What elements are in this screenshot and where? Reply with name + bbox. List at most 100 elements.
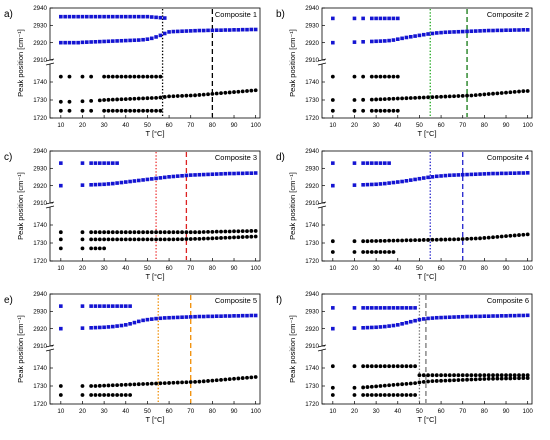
data-point [447, 30, 452, 34]
data-point [352, 74, 357, 79]
data-point [162, 16, 167, 20]
data-point [447, 315, 452, 320]
data-point [525, 171, 530, 175]
panel-letter: e) [4, 295, 13, 306]
data-point [378, 16, 383, 21]
data-point [201, 379, 206, 384]
data-point [352, 250, 357, 254]
data-point [452, 373, 456, 378]
data-point [206, 314, 210, 319]
data-point [67, 99, 72, 104]
data-point [482, 373, 487, 378]
data-point [369, 250, 374, 254]
data-point [395, 393, 400, 397]
data-point [400, 364, 405, 369]
data-point [175, 315, 180, 320]
y-axis-label: Peak position [cm⁻¹] [16, 29, 25, 97]
data-point [110, 74, 115, 79]
data-point [478, 172, 482, 176]
data-point [374, 325, 378, 330]
data-point [162, 175, 167, 180]
data-point [145, 177, 150, 182]
x-tick-label: 70 [459, 408, 466, 415]
data-point [369, 325, 374, 330]
data-point [141, 178, 145, 182]
data-point [499, 234, 504, 239]
data-point [197, 93, 202, 97]
data-point [400, 322, 404, 326]
data-point [102, 182, 106, 187]
y-tick-label: 1730 [305, 240, 319, 247]
data-point [452, 30, 456, 34]
data-point [430, 316, 435, 320]
data-point [180, 380, 184, 385]
data-point [426, 238, 430, 242]
data-point [456, 237, 461, 242]
axis-break-gap [318, 60, 326, 64]
data-point [132, 382, 137, 387]
data-point [197, 379, 202, 384]
data-point [504, 90, 508, 95]
data-point [197, 28, 202, 33]
data-point [132, 38, 137, 43]
x-tick-label: 60 [166, 408, 173, 415]
data-point [391, 393, 396, 397]
data-point [443, 94, 448, 99]
data-point [387, 161, 391, 165]
data-point [72, 14, 76, 19]
data-point [180, 315, 184, 320]
x-tick-label: 10 [329, 408, 336, 415]
data-point [374, 161, 378, 165]
data-point [374, 16, 378, 21]
data-point [175, 230, 180, 235]
data-point [149, 177, 154, 181]
data-point [80, 304, 85, 308]
data-point [227, 171, 232, 176]
data-point [58, 393, 63, 397]
data-point [361, 306, 365, 310]
data-point [517, 376, 521, 381]
data-point [331, 161, 335, 165]
data-point [517, 28, 521, 32]
data-point [197, 236, 202, 241]
data-point [214, 314, 219, 318]
data-point [378, 364, 383, 369]
x-axis-label: T [°C] [417, 272, 436, 281]
data-point [210, 236, 215, 241]
data-point [413, 95, 417, 100]
data-point [97, 237, 102, 242]
data-point [145, 317, 150, 322]
data-point [421, 379, 426, 384]
y-axis-label: Peak position [cm⁻¹] [288, 172, 297, 240]
data-point [145, 37, 150, 41]
data-point [240, 171, 245, 176]
data-series-3 [330, 74, 400, 79]
data-point [352, 108, 357, 113]
data-point [387, 238, 392, 243]
data-point [426, 379, 430, 384]
data-point [421, 95, 426, 100]
data-point [149, 381, 154, 386]
data-series-4 [58, 234, 258, 242]
data-series-2 [331, 171, 530, 188]
data-point [102, 39, 106, 44]
data-point [193, 236, 197, 241]
data-point [236, 28, 241, 32]
data-point [465, 373, 469, 378]
data-point [97, 182, 102, 187]
data-point [249, 27, 254, 32]
data-point [361, 74, 366, 79]
data-point [369, 384, 374, 389]
data-point [369, 97, 374, 102]
data-point [473, 93, 478, 98]
data-point [175, 174, 180, 178]
data-point [145, 96, 150, 101]
data-point [512, 171, 517, 175]
data-point [110, 304, 115, 308]
data-point [67, 74, 72, 79]
data-point [421, 317, 426, 321]
data-point [141, 382, 145, 386]
data-point [395, 238, 400, 243]
data-point [495, 376, 500, 381]
data-point [253, 313, 258, 318]
